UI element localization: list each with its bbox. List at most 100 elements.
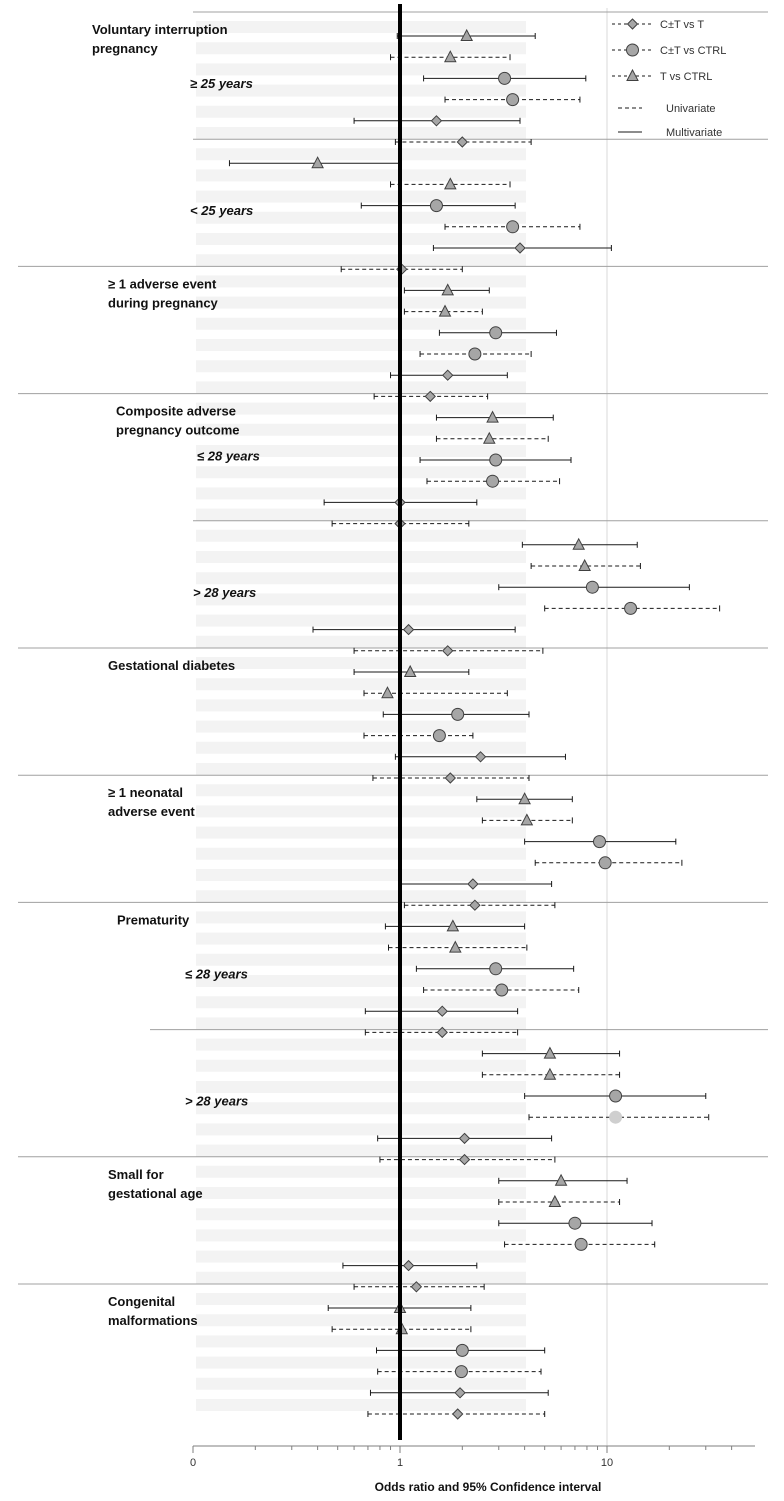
odds-ratio-marker: [486, 410, 499, 423]
row-band: [196, 699, 526, 712]
odds-ratio-marker: [489, 326, 503, 340]
odds-ratio-marker: [578, 558, 591, 571]
row-band: [196, 720, 526, 733]
odds-ratio-marker: [469, 899, 481, 911]
row-band: [196, 211, 526, 224]
odds-ratio-marker: [514, 242, 526, 254]
row-band: [196, 1335, 526, 1348]
row-band: [196, 402, 526, 415]
row-band: [196, 572, 526, 585]
row-band: [196, 487, 526, 500]
group-label: pregnancy: [92, 41, 159, 56]
odds-ratio-marker: [424, 390, 436, 403]
row-band: [196, 996, 526, 1009]
odds-ratio-marker: [444, 772, 457, 784]
odds-ratio-marker: [506, 220, 520, 234]
odds-ratio-marker: [495, 983, 509, 997]
row-band: [196, 466, 526, 479]
group-label: ≥ 1 neonatal: [108, 785, 183, 800]
odds-ratio-marker: [430, 115, 443, 127]
row-band: [196, 1271, 526, 1284]
group-label: pregnancy outcome: [116, 423, 240, 438]
odds-ratio-marker: [467, 878, 479, 890]
group-label: Congenital: [108, 1294, 175, 1309]
row-band: [196, 1081, 526, 1093]
legend-label: T vs CTRL: [660, 71, 712, 83]
group-label: during pregnancy: [108, 295, 219, 310]
odds-ratio-marker: [451, 1408, 464, 1420]
row-band: [196, 148, 526, 161]
subgroup-label: > 28 years: [193, 585, 256, 600]
group-label: adverse event: [108, 804, 195, 819]
odds-ratio-marker: [441, 283, 455, 296]
row-band: [196, 1165, 526, 1178]
row-band: [196, 275, 526, 288]
odds-ratio-marker: [456, 136, 469, 148]
row-band: [196, 1038, 526, 1051]
group-label: gestational age: [108, 1186, 203, 1201]
group-label: Small for: [108, 1167, 164, 1182]
row-band: [196, 84, 526, 97]
odds-ratio-marker: [458, 1132, 471, 1145]
x-tick-label: 0: [190, 1457, 196, 1469]
odds-ratio-marker: [429, 199, 443, 213]
row-band: [196, 63, 526, 76]
legend-label: Univariate: [666, 103, 716, 115]
odds-ratio-marker: [489, 962, 503, 976]
odds-ratio-marker: [460, 28, 474, 41]
odds-ratio-marker: [311, 156, 324, 169]
odds-ratio-marker: [468, 347, 482, 361]
odds-ratio-marker: [402, 1259, 415, 1272]
row-band: [196, 1208, 526, 1221]
group-label: Composite adverse: [116, 404, 236, 419]
row-band: [196, 975, 526, 987]
odds-ratio-marker: [438, 304, 452, 317]
odds-ratio-marker: [381, 686, 394, 699]
row-band: [196, 423, 526, 436]
legend-label: C±T vs CTRL: [660, 45, 726, 57]
x-tick-label: 10: [601, 1457, 613, 1469]
row-band: [196, 1017, 526, 1030]
odds-ratio-marker: [432, 729, 446, 743]
odds-ratio-marker: [441, 369, 454, 381]
row-band: [196, 254, 526, 267]
row-band: [196, 1123, 526, 1136]
row-band: [196, 190, 526, 203]
row-band: [196, 826, 526, 839]
row-band: [196, 635, 526, 648]
row-band: [196, 953, 526, 966]
odds-ratio-marker: [403, 664, 417, 677]
row-band: [196, 551, 526, 563]
odds-ratio-marker: [482, 431, 496, 444]
odds-ratio-marker: [454, 1387, 466, 1399]
legend-marker-triangle: [626, 68, 639, 81]
odds-ratio-marker: [455, 1343, 469, 1357]
odds-ratio-marker: [568, 1216, 582, 1230]
row-band: [196, 127, 526, 139]
row-band: [196, 1229, 526, 1242]
row-band: [196, 339, 526, 351]
x-tick-label: 1: [397, 1457, 403, 1469]
odds-ratio-marker: [598, 856, 612, 870]
row-band: [196, 233, 526, 245]
subgroup-label: < 25 years: [190, 203, 253, 218]
row-band: [196, 1144, 526, 1157]
x-axis-title: Odds ratio and 95% Confidence interval: [375, 1480, 602, 1494]
odds-ratio-marker: [548, 1194, 562, 1207]
odds-ratio-marker: [486, 474, 500, 488]
legend-marker-circle: [626, 43, 639, 57]
row-band: [196, 21, 526, 33]
odds-ratio-marker: [443, 177, 457, 190]
row-band: [196, 869, 526, 881]
odds-ratio-marker: [554, 1173, 568, 1186]
odds-ratio-marker: [436, 1026, 448, 1039]
row-band: [196, 657, 526, 669]
odds-ratio-marker: [506, 93, 520, 107]
row-band: [196, 784, 526, 797]
legend-label: Multivariate: [666, 127, 722, 139]
odds-ratio-marker: [448, 940, 462, 953]
row-band: [196, 911, 526, 924]
row-bands: [196, 21, 526, 1411]
row-band: [196, 932, 526, 945]
subgroup-label: > 28 years: [185, 1094, 248, 1109]
